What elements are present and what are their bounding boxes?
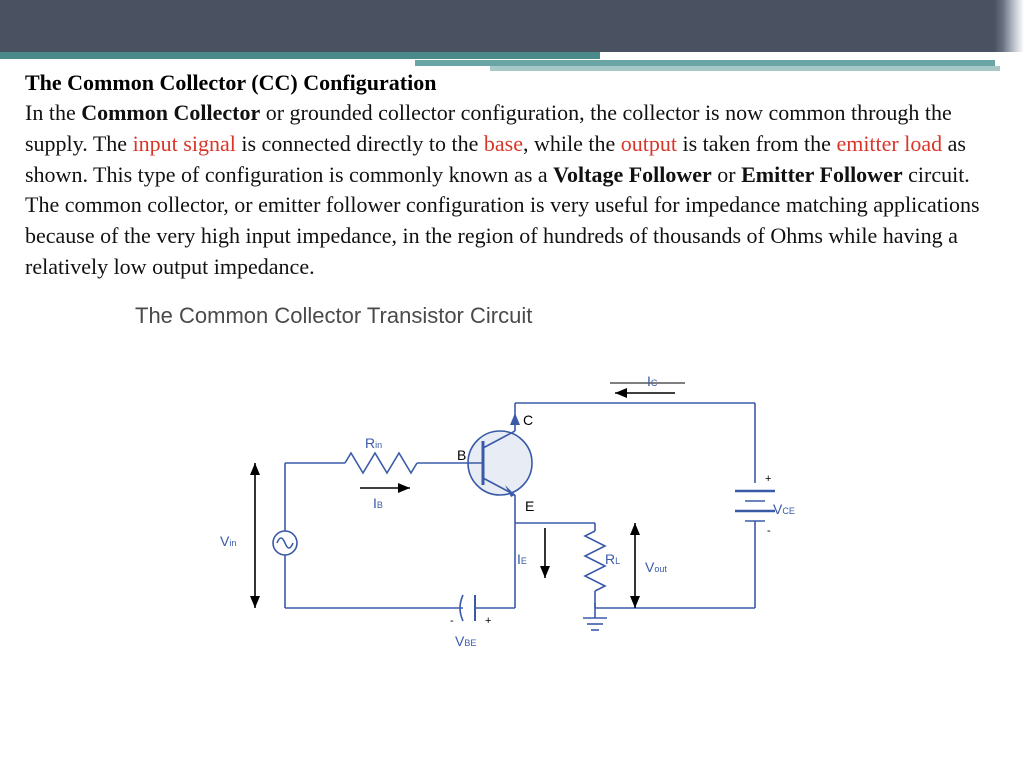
t-p1i: is taken from the xyxy=(677,131,836,156)
t-p1b: Common Collector xyxy=(81,100,260,125)
content-area: The Common Collector (CC) Configuration … xyxy=(0,52,1024,683)
t-p1l: Voltage Follower xyxy=(553,162,712,187)
t-p1h: output xyxy=(621,131,677,156)
label-e: E xyxy=(525,498,534,514)
label-b: B xyxy=(457,447,466,463)
t-p1d: input signal xyxy=(133,131,236,156)
t-p1m: or xyxy=(712,162,741,187)
label-vbe: VBE xyxy=(455,633,476,649)
t-p1o: circuit. xyxy=(903,162,970,187)
label-vout: Vout xyxy=(645,559,667,575)
label-minus-vce: - xyxy=(767,525,771,537)
label-minus-vbe: - xyxy=(450,615,454,627)
accent-bar-3 xyxy=(490,66,1000,71)
diagram-title: The Common Collector Transistor Circuit xyxy=(135,303,532,329)
label-plus-vce: + xyxy=(765,473,771,485)
header-gradient-edge xyxy=(994,0,1024,52)
page-title: The Common Collector (CC) Configuration xyxy=(25,70,999,96)
label-ie: IE xyxy=(517,551,527,567)
body-paragraph-2: The common collector, or emitter followe… xyxy=(25,190,999,282)
label-ib: IB xyxy=(373,495,383,511)
t-p1f: base xyxy=(484,131,523,156)
label-plus-vbe: + xyxy=(485,615,491,627)
t-p1j: emitter load xyxy=(836,131,942,156)
label-c: C xyxy=(523,412,533,428)
label-rl: RL xyxy=(605,551,620,567)
body-paragraph-1: In the Common Collector or grounded coll… xyxy=(25,98,999,190)
label-rin: Rin xyxy=(365,435,382,451)
label-ic: IC xyxy=(647,373,657,389)
t-p1g: , while the xyxy=(523,131,621,156)
circuit-diagram: The Common Collector Transistor Circuit xyxy=(25,303,999,683)
t-p1a: In the xyxy=(25,100,81,125)
label-vce: VCE xyxy=(773,501,795,517)
accent-bar-1 xyxy=(0,52,600,59)
label-vin: Vin xyxy=(220,533,236,549)
t-p1e: is connected directly to the xyxy=(236,131,484,156)
t-p1n: Emitter Follower xyxy=(741,162,902,187)
header-band xyxy=(0,0,1024,52)
